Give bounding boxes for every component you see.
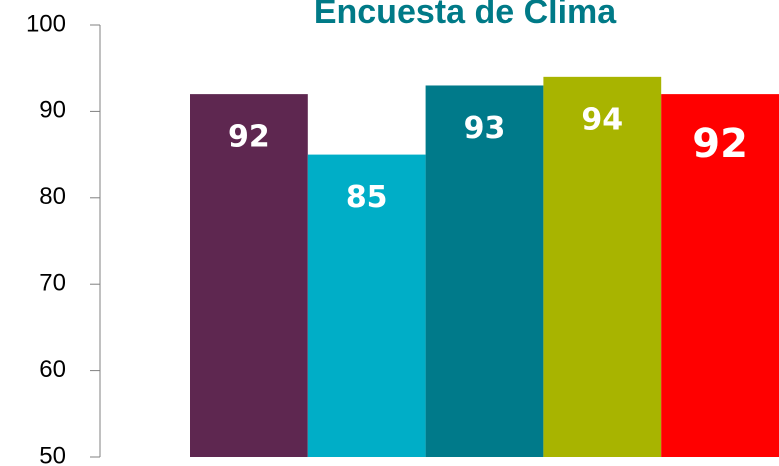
bar <box>425 85 544 457</box>
value-label: 92 <box>692 121 748 167</box>
value-label: 92 <box>228 120 270 155</box>
y-tick-label: 80 <box>39 183 66 210</box>
bar <box>661 94 779 458</box>
y-tick-label: 90 <box>39 97 66 124</box>
value-label: 94 <box>581 102 623 137</box>
value-label: 93 <box>464 111 506 146</box>
bar <box>190 94 308 458</box>
chart-title: Encuesta de Clima <box>314 0 617 31</box>
y-tick-label: 60 <box>39 356 66 383</box>
bar <box>543 76 662 457</box>
y-tick-label: 100 <box>26 10 66 37</box>
value-label: 85 <box>346 180 388 215</box>
bar <box>307 154 426 457</box>
y-tick-label: 70 <box>39 270 66 297</box>
y-tick-label: 50 <box>39 442 66 466</box>
